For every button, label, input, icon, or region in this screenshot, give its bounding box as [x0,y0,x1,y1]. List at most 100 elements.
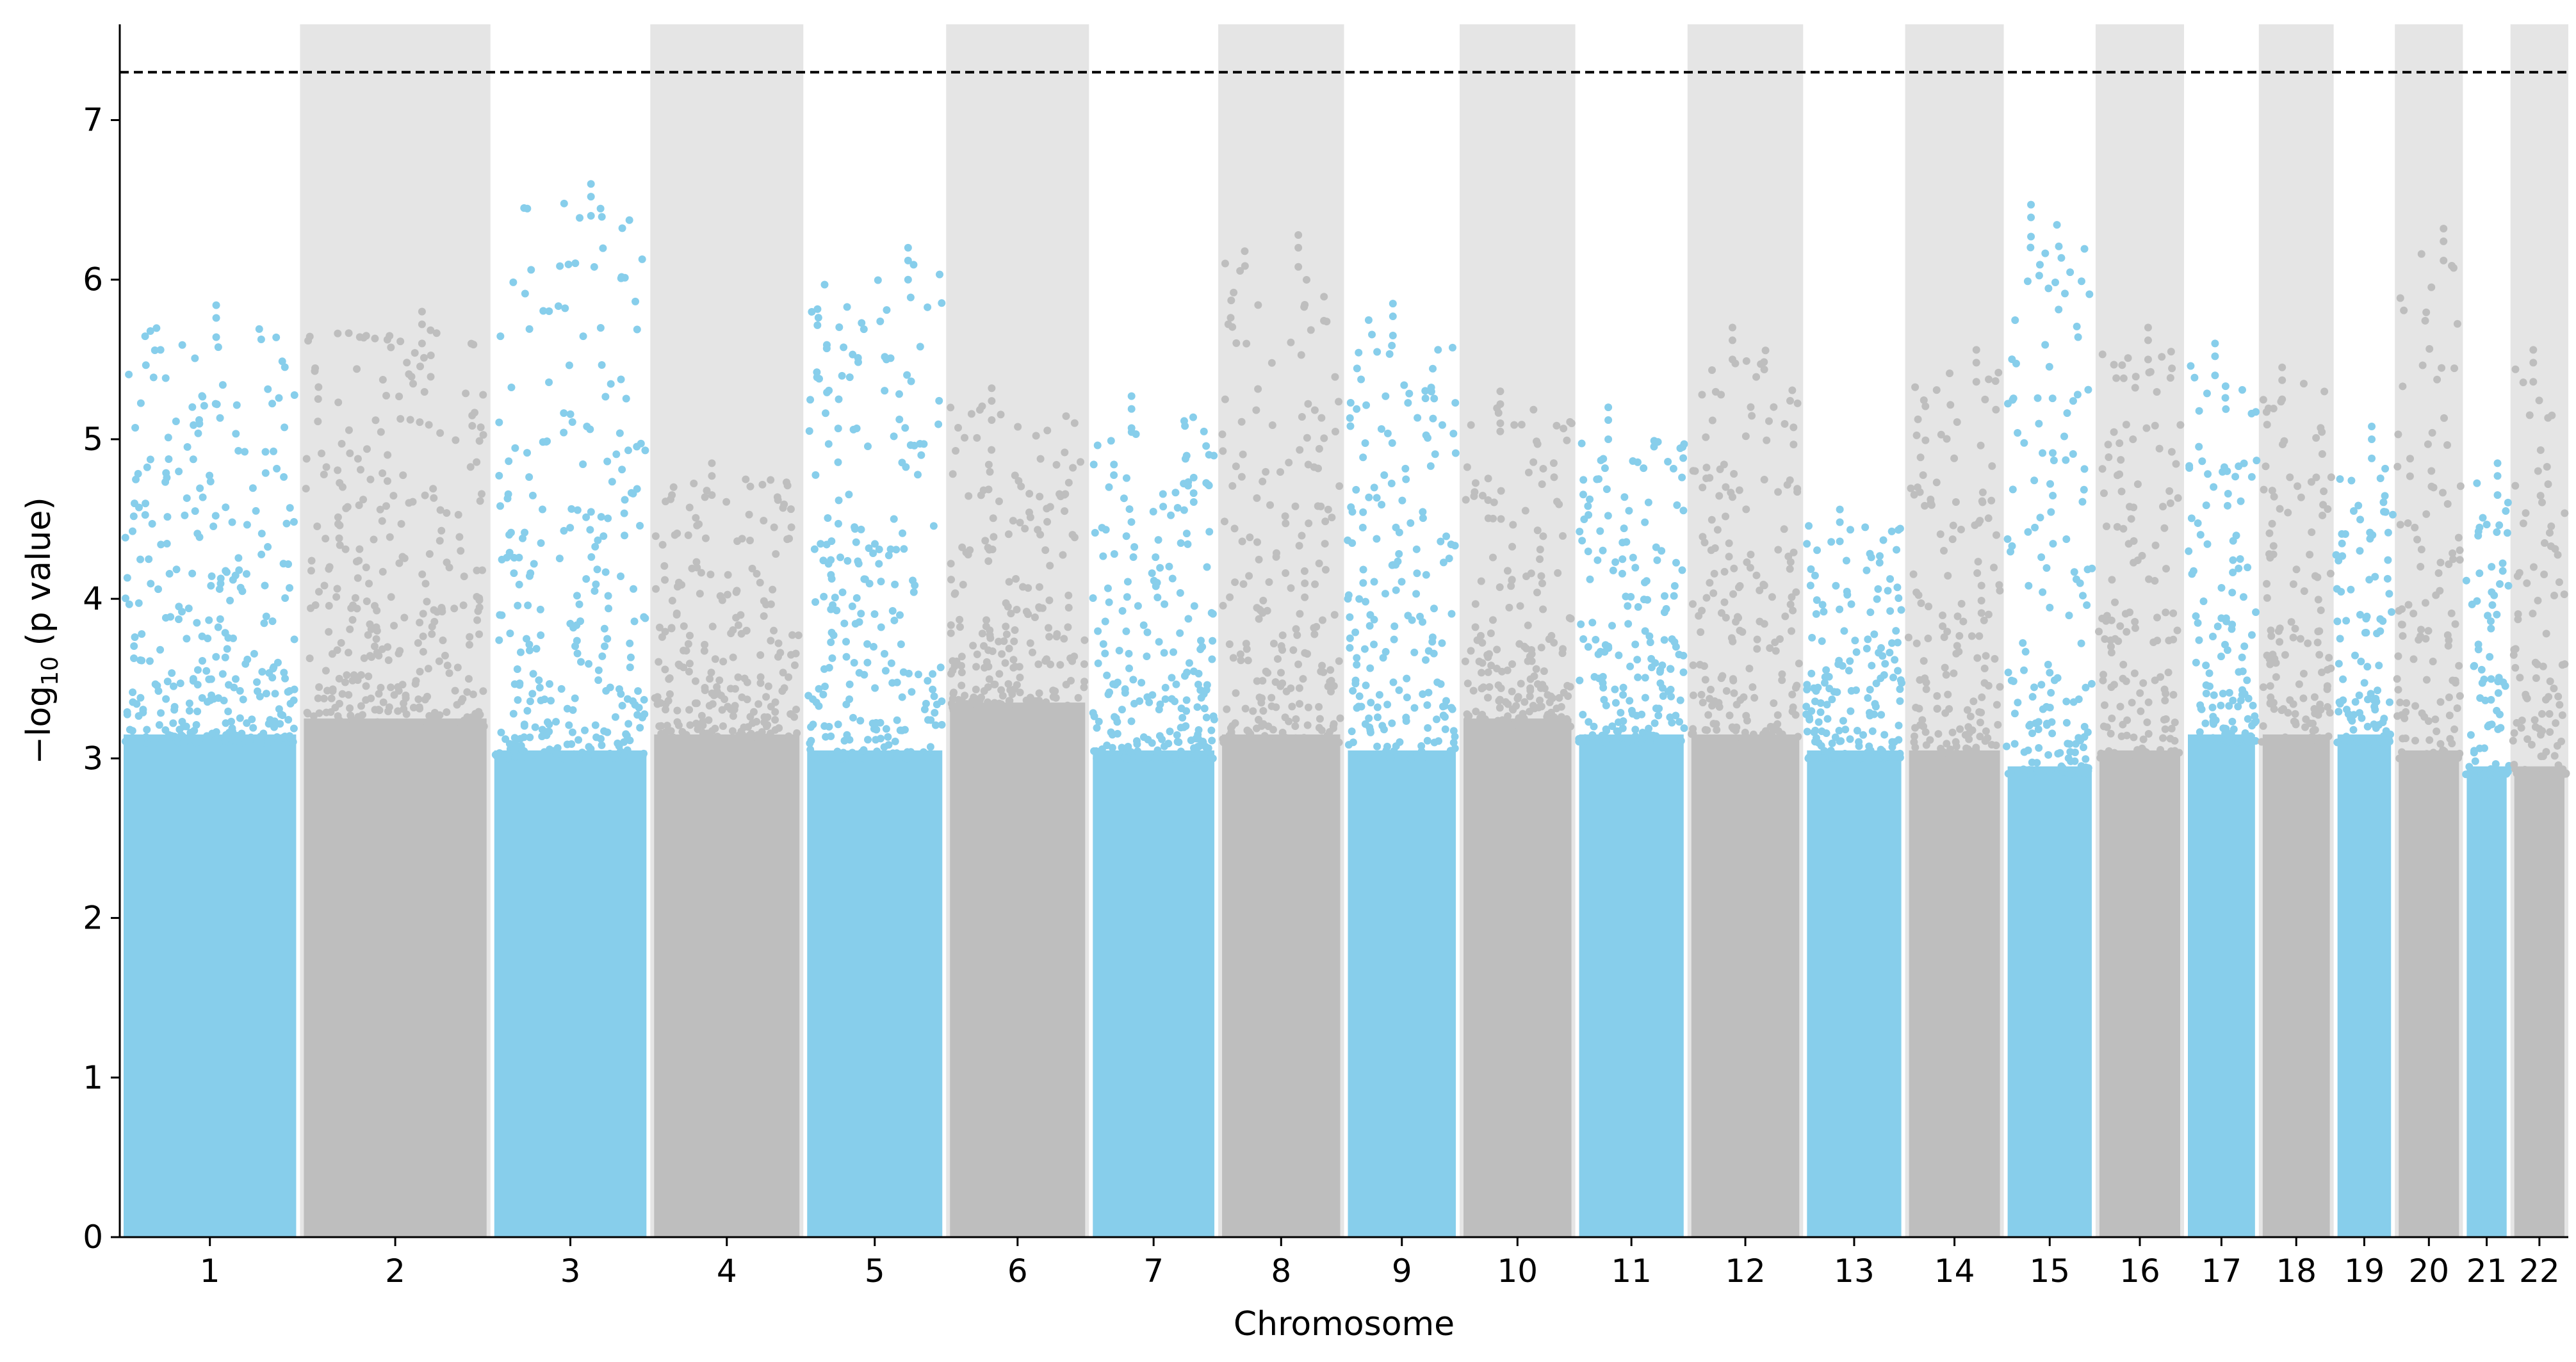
snp-point [866,751,874,759]
x-tick-label-21: 21 [2466,1253,2507,1290]
snp-point [1948,535,1957,544]
snp-point [1688,600,1697,608]
snp-point [1618,555,1627,563]
snp-point [165,570,174,578]
snp-point [1410,648,1419,656]
snp-point [2351,651,2359,660]
x-tick-label-18: 18 [2276,1253,2317,1290]
snp-point [2083,601,2091,609]
snp-point [1395,549,1403,558]
snp-point [636,522,644,530]
snp-point [1016,674,1024,682]
snp-point [1729,675,1737,683]
snp-point [2443,441,2452,450]
snp-point [172,565,181,574]
snp-point [780,500,788,508]
snp-point [1462,496,1470,504]
snp-point [2195,407,2203,415]
snp-point [459,601,468,610]
snp-point [457,697,466,706]
snp-point [972,695,981,703]
peak-point-12 [1728,323,1736,332]
snp-point [1921,674,1929,683]
snp-point [1749,730,1757,738]
snp-point [370,535,378,544]
snp-point [155,721,163,729]
snp-point [607,380,615,388]
snp-point [1847,600,1855,608]
snp-point [161,374,170,382]
snp-point [375,690,383,698]
snp-point [1487,629,1495,637]
snp-point [591,751,599,759]
x-axis-title: Chromosome [1234,1305,1455,1343]
snp-point [1205,451,1213,459]
snp-point [734,621,742,629]
snp-point [1633,458,1642,466]
snp-point [892,546,901,554]
snp-point [315,683,323,692]
snp-point [1402,475,1410,483]
snp-point [2247,473,2256,481]
snp-point [1424,434,1432,442]
snp-point [848,602,856,610]
snp-point [1952,498,1960,507]
snp-point [701,493,709,501]
snp-point [673,583,681,591]
snp-point [1868,727,1877,735]
peak-point-2 [418,307,426,316]
snp-point [203,698,211,706]
snp-point [1748,412,1756,420]
snp-point [437,526,446,535]
snp-point [617,375,625,384]
snp-point [416,362,425,371]
snp-point [1594,556,1602,564]
snp-point [2107,649,2115,657]
snp-point [1445,555,1453,563]
snp-point [1513,717,1522,725]
snp-point [1957,599,1966,608]
snp-point [2035,261,2044,269]
snp-point [952,447,960,455]
snp-point [276,720,284,728]
snp-point [611,713,619,721]
snp-point [2356,610,2364,619]
snp-point [601,568,610,576]
snp-point [840,619,849,628]
snp-point [697,711,706,720]
snp-point [860,575,868,583]
snp-point [523,635,531,643]
snp-point [2194,519,2202,528]
snp-point [519,534,527,542]
snp-point [1311,580,1319,588]
snp-point [1035,583,1043,591]
snp-point [547,697,555,705]
snp-point [379,469,387,477]
snp-point [742,475,750,483]
snp-point [2034,725,2042,733]
snp-point [504,490,512,498]
snp-point [1710,569,1718,578]
snp-point [1563,720,1572,728]
snp-point [1822,666,1830,674]
snp-point [2291,709,2299,718]
snp-point [586,526,594,534]
snp-point [231,675,240,683]
snp-point [1496,704,1504,712]
snp-point [1863,749,1871,757]
snp-point [1985,375,1993,384]
snp-point [377,428,385,436]
snp-point [545,378,553,387]
snp-point [2169,690,2178,699]
snp-point [2541,695,2550,704]
snp-point [2409,610,2418,618]
snp-point [306,332,314,341]
snp-point [1273,655,1282,663]
snp-point [1789,703,1797,711]
snp-point [1619,683,1627,692]
snp-point [2425,345,2434,353]
snp-point [2035,743,2043,752]
snp-point [2289,633,2297,642]
snp-point [2037,681,2046,689]
